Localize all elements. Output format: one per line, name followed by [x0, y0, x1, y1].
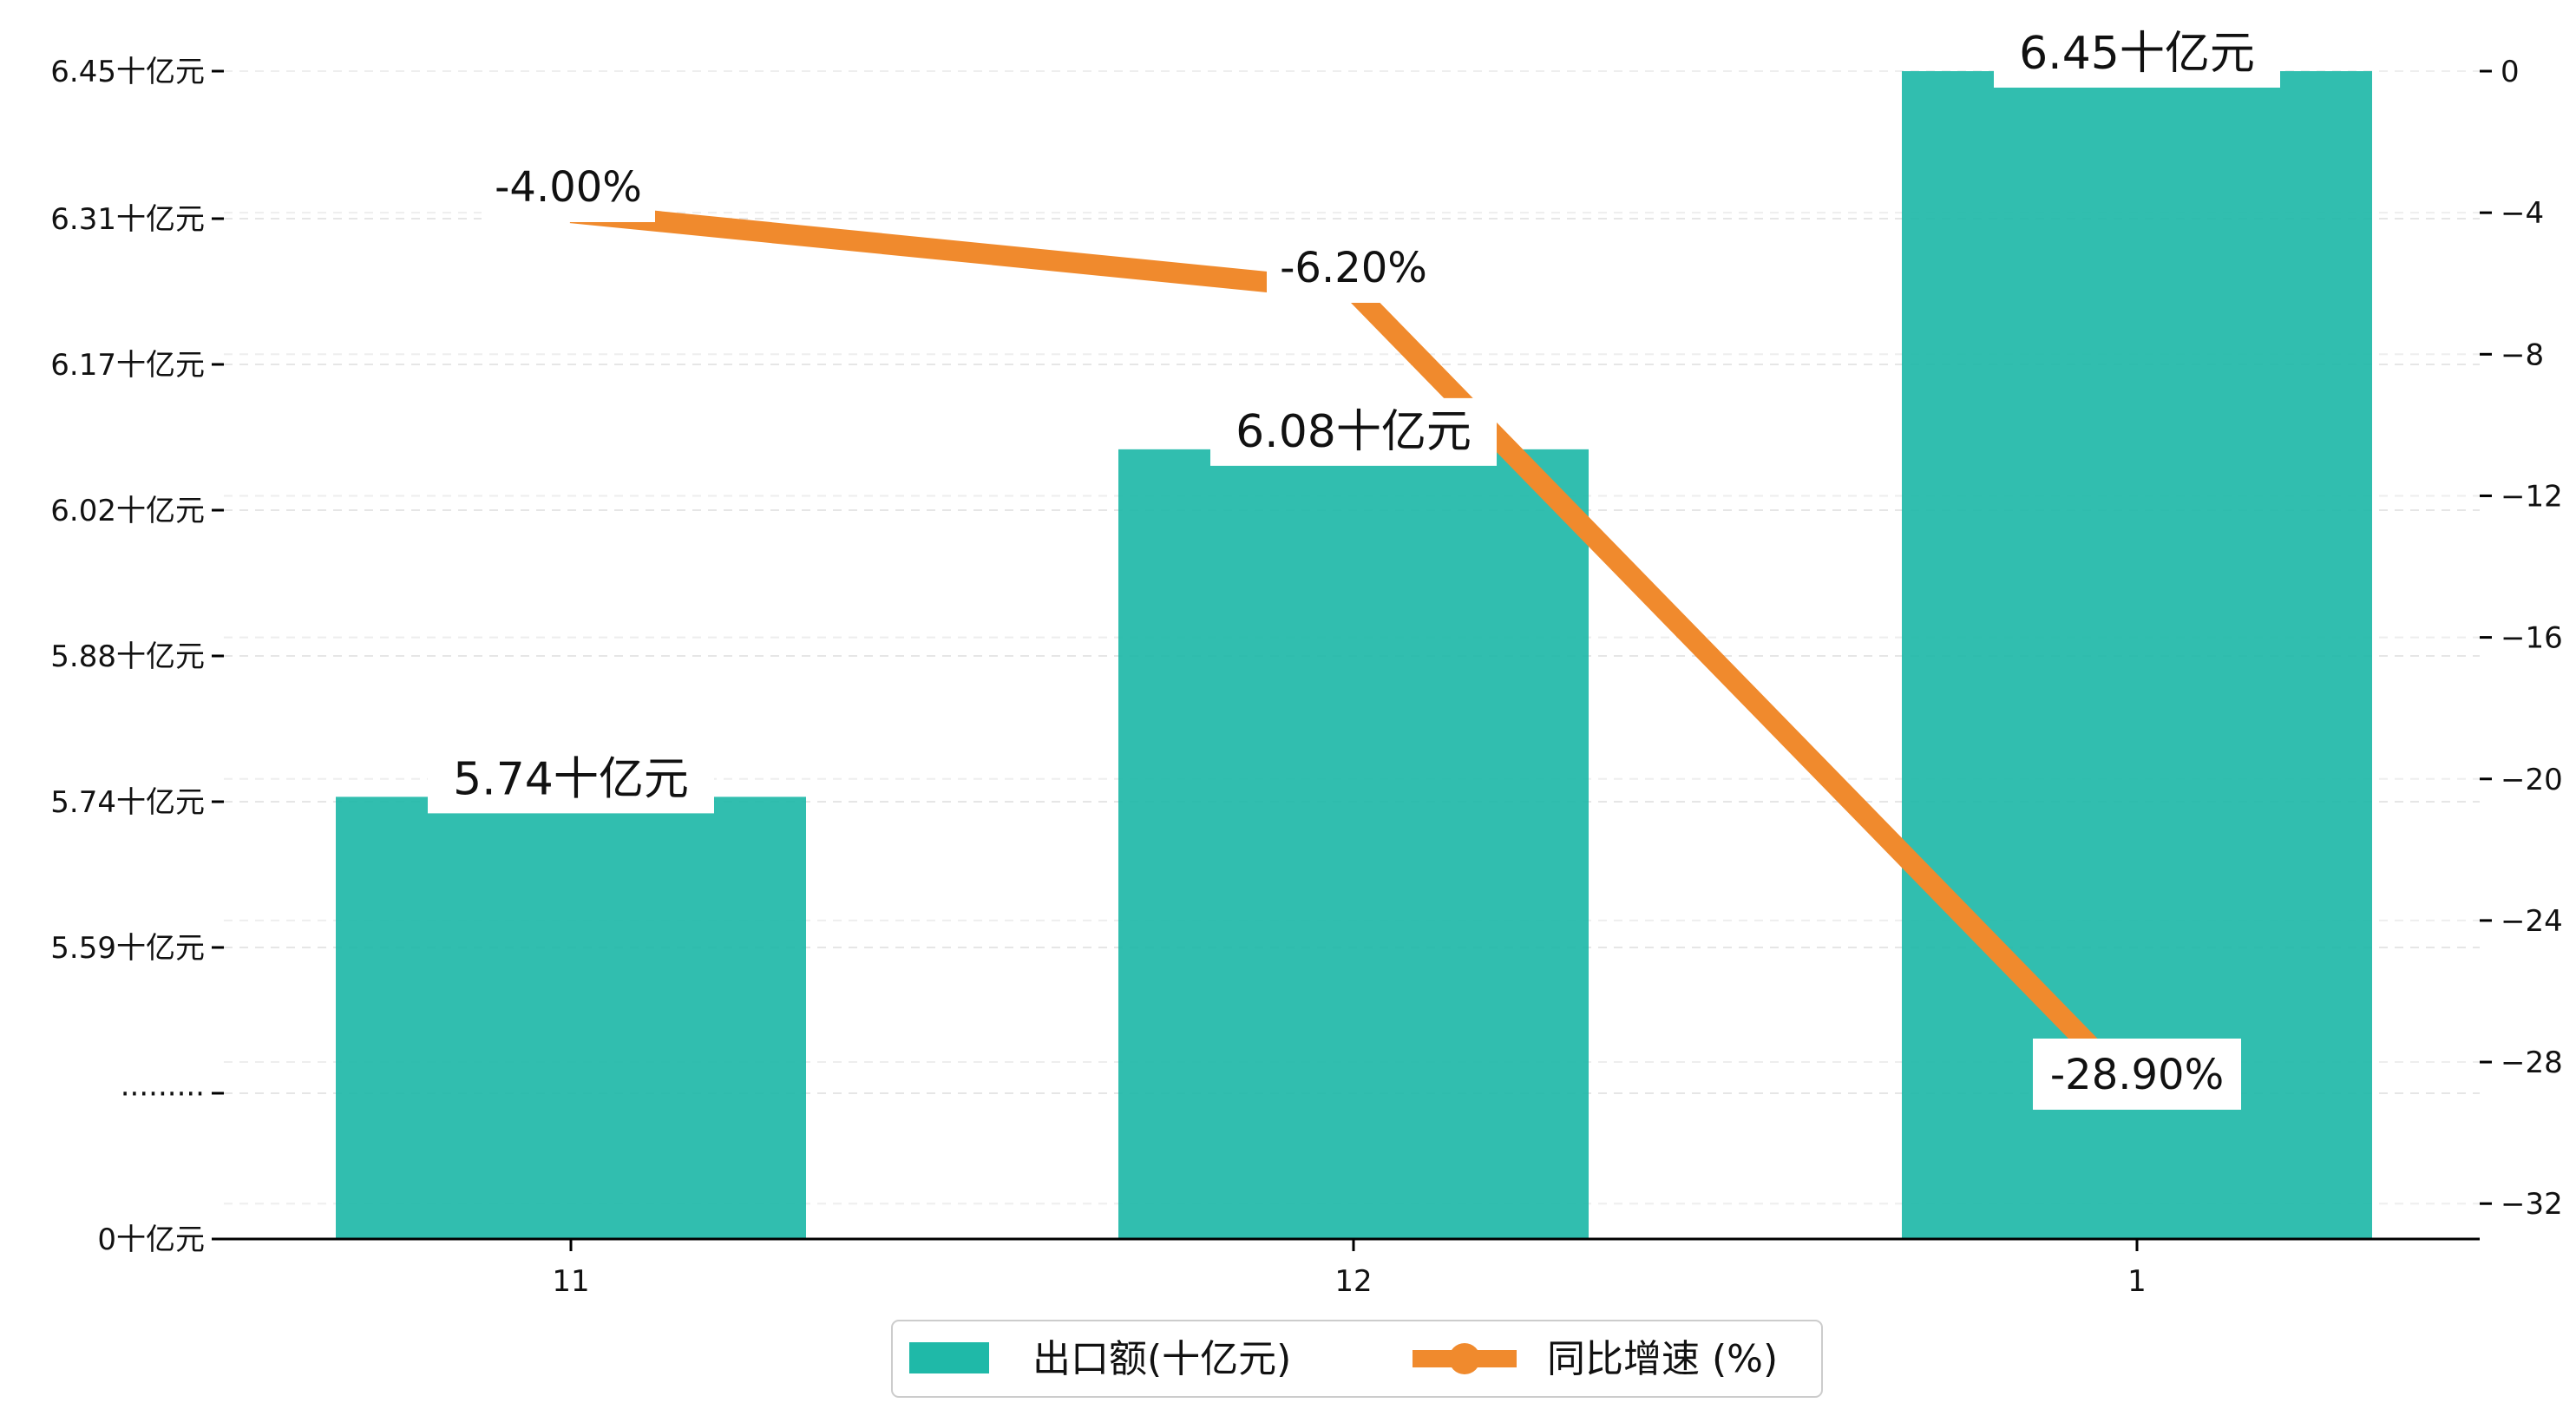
x-tick-label-2: 1 — [2127, 1264, 2147, 1299]
y-right-tick-label-5: −20 — [2501, 763, 2563, 797]
legend: 出口额(十亿元) 同比增速 (%) — [891, 1320, 1823, 1398]
y-right-tick-label-2: −8 — [2501, 338, 2544, 372]
x-tick-label-0: 11 — [552, 1264, 589, 1299]
line-label-12: -6.20% — [1280, 244, 1427, 292]
bar-11 — [336, 796, 806, 1239]
y-left-tick-label-4: 5.88十亿元 — [50, 639, 205, 674]
y-left-tick-label-3: 5.74十亿元 — [50, 785, 205, 820]
legend-frame — [891, 1320, 1823, 1398]
legend-label-line: 同比增速 (%) — [1547, 1337, 1778, 1381]
y-right-tick-label-6: −24 — [2501, 904, 2563, 939]
y-right-tick-label-7: −28 — [2501, 1046, 2563, 1080]
line-label-1: -28.90% — [2050, 1051, 2224, 1099]
bar-label-1: 6.45十亿元 — [2019, 28, 2255, 80]
line-label-11-box — [482, 151, 655, 222]
y-right-tick-label-4: −16 — [2501, 621, 2563, 656]
bar-label-12: 6.08十亿元 — [1236, 406, 1472, 458]
y-left-tick-label-8: 6.45十亿元 — [50, 55, 205, 89]
legend-label-bars: 出口额(十亿元) — [1032, 1337, 1291, 1381]
y-left-tick-label-5: 6.02十亿元 — [50, 494, 205, 528]
y-right-tick-label-0: 0 — [2501, 55, 2520, 89]
bar-label-1-box — [1994, 20, 2280, 88]
y-right-tick-label-8: −32 — [2501, 1187, 2563, 1222]
line-label-1-box — [2033, 1039, 2241, 1110]
bar-label-11-box — [428, 745, 714, 814]
x-tick-label-1: 12 — [1334, 1264, 1372, 1299]
y-left-tick-label-1: ········· — [121, 1077, 205, 1111]
y-left-tick-label-6: 6.17十亿元 — [50, 348, 205, 383]
bar-label-12-box — [1210, 397, 1497, 466]
y-left-tick-label-2: 5.59十亿元 — [50, 931, 205, 966]
legend-marker-line — [1449, 1343, 1480, 1374]
axes: 0十亿元 ········· 5.59十亿元 5.74十亿元 5.88十亿元 6.02十亿… — [50, 55, 2562, 1299]
line-label-11: -4.00% — [495, 163, 642, 212]
legend-swatch-bars — [909, 1342, 989, 1373]
y-left-tick-label-7: 6.31十亿元 — [50, 202, 205, 237]
line-label-12-box — [1267, 232, 1440, 303]
y-right-tick-label-1: −4 — [2501, 196, 2544, 231]
bar-12 — [1118, 449, 1589, 1239]
bar-label-11: 5.74十亿元 — [453, 753, 689, 805]
y-right-tick-label-3: −12 — [2501, 479, 2563, 514]
y-left-tick-label-0: 0十亿元 — [97, 1223, 205, 1257]
data-labels: 5.74十亿元 6.08十亿元 6.45十亿元 -4.00% -6.20% -28.90% — [428, 20, 2280, 1110]
